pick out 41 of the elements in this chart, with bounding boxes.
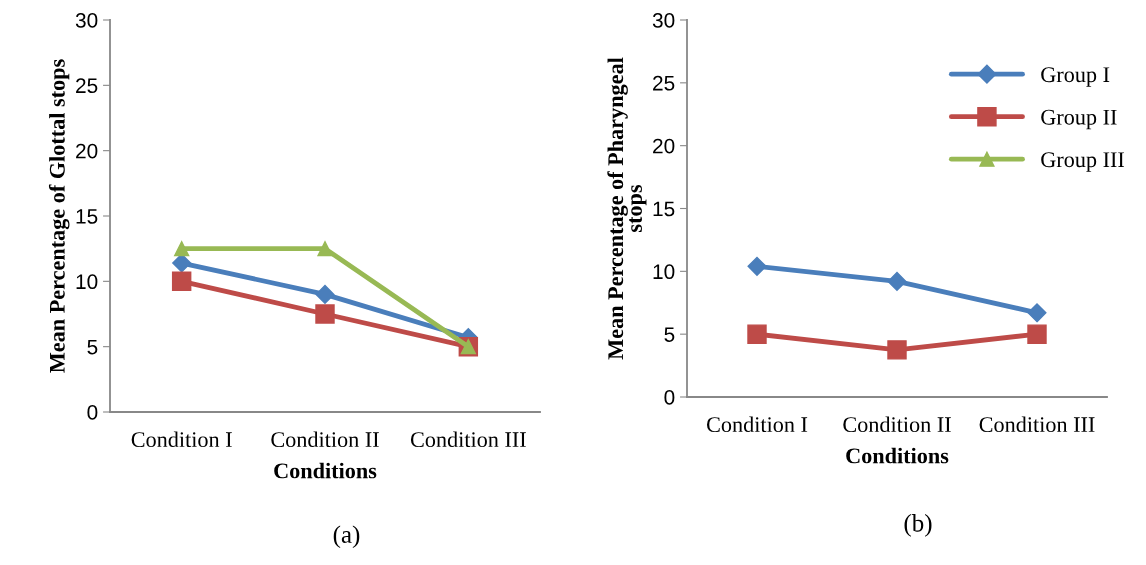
- y-axis-title: Mean Percentage of Pharyngeal stops: [607, 57, 647, 360]
- x-axis-title: Conditions: [274, 462, 377, 479]
- legend-label: Group II: [1041, 109, 1117, 130]
- y-tick-label: 10: [653, 264, 675, 280]
- x-tick-label: Condition III: [979, 416, 1095, 433]
- point: [887, 271, 907, 291]
- y-tick-label: 30: [652, 13, 675, 28]
- y-tick-label: 30: [75, 13, 98, 28]
- y-tick-label: 10: [76, 274, 98, 290]
- legend-label: Group III: [1041, 152, 1125, 172]
- y-tick-label: 5: [664, 327, 675, 342]
- y-tick-label: 20: [76, 143, 98, 159]
- point: [317, 241, 333, 257]
- point: [1027, 303, 1047, 323]
- point: [747, 256, 767, 276]
- point: [172, 253, 192, 273]
- x-tick-label: Condition I: [706, 416, 808, 433]
- point: [887, 340, 907, 360]
- x-tick-label: Condition II: [271, 431, 379, 448]
- y-tick-label: 25: [76, 78, 98, 94]
- point: [315, 304, 335, 324]
- y-tick-label: 20: [653, 138, 675, 154]
- text: (b): [904, 514, 932, 537]
- point: [174, 241, 190, 257]
- x-tick-label: Condition III: [410, 431, 526, 448]
- legend-label: Group I: [1041, 67, 1110, 87]
- point: [747, 324, 767, 344]
- y-tick-label: 0: [87, 405, 98, 420]
- y-tick-label: 25: [653, 75, 675, 91]
- point: [171, 271, 192, 292]
- x-axis-title: Conditions: [846, 447, 949, 464]
- x-tick-label: Condition I: [131, 431, 232, 448]
- y-tick-label: 15: [653, 201, 675, 217]
- y-tick-label: 5: [87, 339, 98, 355]
- x-tick-label: Condition II: [843, 416, 951, 433]
- text: (a): [333, 525, 360, 549]
- y-axis-title: Mean Percentage of Glottal stops: [48, 59, 70, 373]
- y-tick-label: 0: [664, 390, 675, 405]
- y-tick-label: 15: [76, 209, 98, 224]
- point: [1027, 324, 1047, 344]
- point: [315, 284, 335, 304]
